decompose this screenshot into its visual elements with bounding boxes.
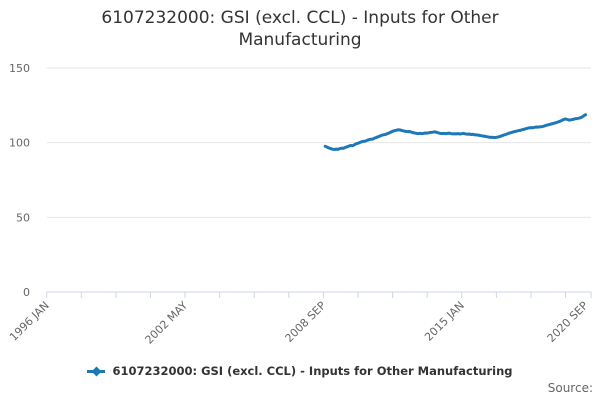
x-axis-label: 2002 MAY [143,299,191,347]
chart-title: 6107232000: GSI (excl. CCL) - Inputs for… [101,8,499,51]
y-axis-label: 100 [9,137,30,150]
series-line-marker-icon [87,366,106,376]
series-line [323,113,588,151]
x-axis-label: 1996 JAN [7,299,52,344]
legend-item[interactable]: 6107232000: GSI (excl. CCL) - Inputs for… [87,364,513,378]
x-axis-label: 2020 SEP [545,299,591,345]
x-axis-label: 2008 SEP [283,299,329,345]
x-axis-label: 2015 JAN [422,299,467,344]
y-axis-label: 0 [23,286,30,299]
legend: 6107232000: GSI (excl. CCL) - Inputs for… [0,361,600,381]
y-axis-label: 50 [16,211,30,224]
legend-label: 6107232000: GSI (excl. CCL) - Inputs for… [112,364,513,378]
y-axis-label: 150 [9,62,30,75]
source-caption: Source: [547,381,593,395]
